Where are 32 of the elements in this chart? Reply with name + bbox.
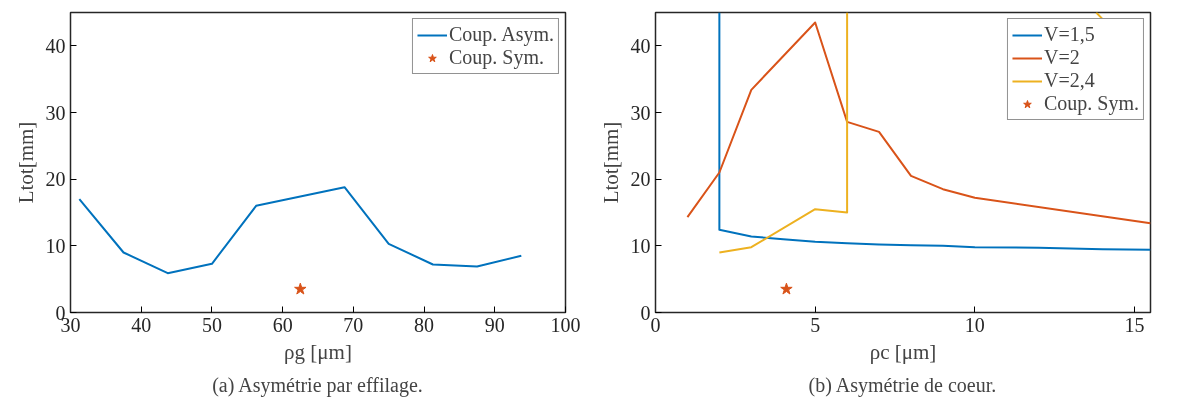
y-tick-label: 20 bbox=[630, 168, 651, 191]
text: (b) Asymétrie de coeur. bbox=[808, 373, 997, 397]
legend-label: Coup. Asym. bbox=[448, 23, 554, 46]
y-tick-label: 40 bbox=[630, 34, 651, 57]
y-tick-label: 20 bbox=[45, 168, 66, 191]
y-axis-title: Ltot[mm] bbox=[598, 121, 623, 204]
line-series bbox=[686, 21, 1151, 225]
x-axis-title: ρc [μm] bbox=[869, 339, 937, 364]
legend-label: Coup. Sym. bbox=[448, 46, 544, 69]
x-tick-label: 70 bbox=[343, 313, 364, 336]
x-tick-label: 5 bbox=[810, 313, 821, 336]
line-series bbox=[78, 186, 523, 275]
legend-label: V=1,5 bbox=[1043, 23, 1095, 46]
legend-label: Coup. Sym. bbox=[1043, 92, 1139, 115]
x-tick-label: 90 bbox=[484, 313, 505, 336]
x-tick-label: 80 bbox=[414, 313, 435, 336]
y-axis-title: Ltot[mm] bbox=[13, 121, 38, 204]
y-tick-label: 10 bbox=[45, 234, 66, 257]
x-axis-title: ρg [μm] bbox=[284, 339, 352, 364]
y-tick-label: 30 bbox=[45, 101, 66, 124]
x-tick-label: 100 bbox=[550, 313, 581, 336]
y-tick-label: 40 bbox=[45, 34, 66, 57]
x-tick-label: 40 bbox=[131, 313, 152, 336]
text: (a) Asymétrie par effilage. bbox=[212, 373, 423, 397]
x-tick-label: 50 bbox=[201, 313, 222, 336]
y-tick-label: 10 bbox=[630, 234, 651, 257]
legend-label: V=2 bbox=[1043, 46, 1080, 69]
y-tick-label: 30 bbox=[630, 101, 651, 124]
x-tick-label: 10 bbox=[964, 313, 985, 336]
x-tick-label: 60 bbox=[272, 313, 293, 336]
legend-label: V=2,4 bbox=[1043, 69, 1095, 92]
x-tick-label: 15 bbox=[1124, 313, 1145, 336]
